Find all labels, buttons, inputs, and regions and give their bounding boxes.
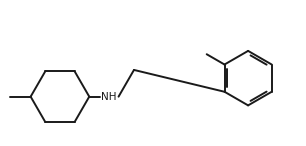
Text: NH: NH bbox=[101, 92, 116, 102]
